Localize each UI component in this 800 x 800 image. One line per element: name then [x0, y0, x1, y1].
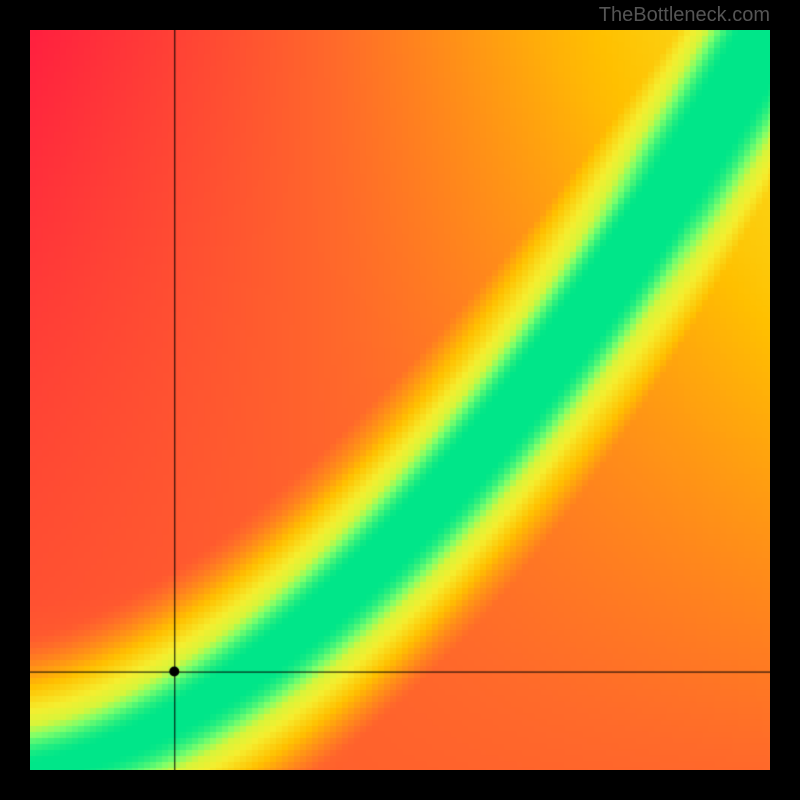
chart-wrap: TheBottleneck.com	[0, 0, 800, 800]
heatmap-canvas	[30, 30, 770, 770]
attribution-label: TheBottleneck.com	[599, 4, 770, 27]
